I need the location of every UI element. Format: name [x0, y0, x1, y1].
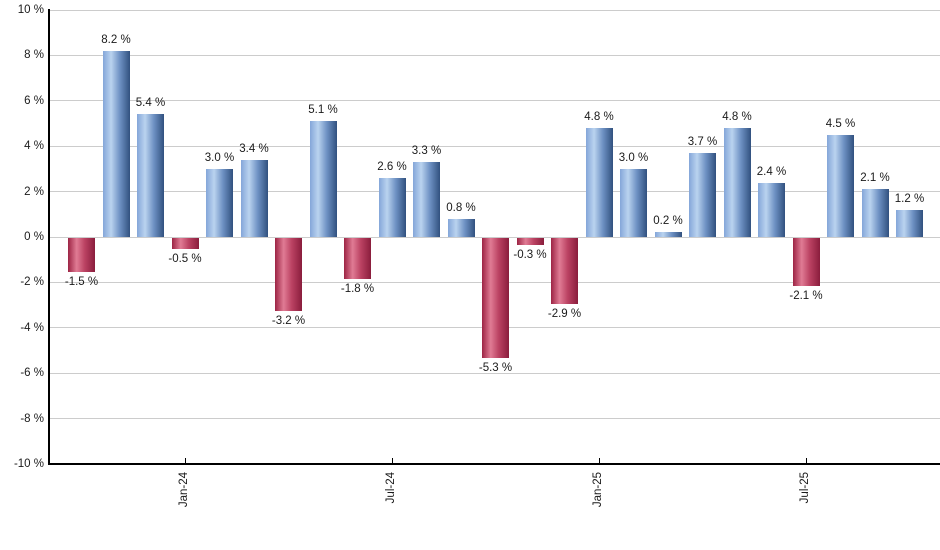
bar — [654, 232, 682, 237]
y-axis-tick-label: -10 % — [13, 458, 44, 470]
bar — [378, 177, 406, 237]
y-axis-tick-label: 4 % — [24, 140, 44, 153]
bar — [413, 162, 440, 237]
bar-value-label: -2.9 % — [547, 307, 582, 320]
y-axis-tick-label: 8 % — [24, 49, 44, 62]
bar-value-label: -5.3 % — [478, 362, 513, 375]
gridline — [48, 9, 940, 11]
bar-value-label: 5.4 % — [135, 97, 166, 110]
bar — [896, 209, 923, 237]
bar — [723, 128, 751, 237]
bar-value-label: -2.1 % — [789, 289, 823, 302]
bar — [689, 153, 716, 237]
x-axis-tick — [805, 458, 807, 463]
bar — [447, 218, 475, 237]
bar — [206, 168, 233, 237]
bar-value-label: 5.1 % — [308, 104, 338, 117]
bar-value-label: 4.8 % — [722, 111, 752, 124]
gridline — [48, 100, 940, 102]
bar — [137, 114, 164, 237]
bar-value-label: 2.1 % — [860, 172, 890, 185]
bar — [171, 238, 199, 250]
bar-value-label: 4.8 % — [584, 111, 614, 124]
x-axis-tick — [391, 458, 393, 463]
bar — [68, 238, 95, 273]
bar-value-label: 1.2 % — [894, 192, 925, 205]
bar-value-label: 3.0 % — [618, 151, 649, 164]
gridline — [48, 236, 940, 238]
x-axis-tick-label: Jul-24 — [385, 472, 397, 504]
y-axis-tick-label: -6 % — [20, 367, 44, 380]
bar — [827, 134, 854, 237]
bar — [861, 189, 889, 237]
bar-value-label: 3.4 % — [239, 142, 269, 155]
gridline — [48, 372, 940, 374]
bar — [102, 50, 130, 237]
bar-value-label: 0.8 % — [446, 201, 476, 214]
bar-value-label: -0.3 % — [513, 248, 547, 261]
bar-value-label: -3.2 % — [271, 314, 306, 327]
bar — [516, 238, 544, 245]
y-axis-tick-label: 10 % — [17, 4, 44, 16]
x-axis-tick — [598, 458, 600, 463]
bar-value-label: 0.2 % — [653, 215, 683, 228]
bar — [620, 168, 647, 237]
bar — [585, 128, 613, 237]
y-axis-tick-label: -2 % — [20, 276, 44, 289]
x-axis-tick-label: Jan-24 — [178, 472, 190, 508]
bar — [792, 238, 820, 286]
gridline — [48, 54, 940, 56]
y-axis-tick-label: 0 % — [24, 231, 44, 243]
y-axis-tick-label: 6 % — [24, 94, 44, 107]
y-axis-tick-label: -8 % — [20, 412, 44, 425]
bar — [482, 238, 509, 359]
gridline — [48, 418, 940, 420]
x-axis-tick-label: Jul-25 — [799, 472, 811, 504]
bar-value-label: 3.0 % — [204, 151, 235, 164]
bar — [344, 238, 371, 279]
bar-value-label: 8.2 % — [101, 33, 131, 46]
bar-value-label: 2.6 % — [377, 160, 407, 173]
bar — [758, 182, 785, 237]
bar — [275, 238, 302, 311]
gridline — [48, 191, 940, 193]
bar-value-label: 3.7 % — [687, 136, 718, 148]
gridline — [48, 145, 940, 147]
y-axis-line — [48, 9, 50, 465]
bar — [240, 159, 268, 237]
x-axis-line — [48, 463, 940, 465]
y-axis-tick-label: 2 % — [24, 185, 44, 198]
bar-value-label: 3.3 % — [411, 145, 442, 158]
bar-value-label: -1.5 % — [64, 276, 99, 289]
bar-value-label: -0.5 % — [168, 253, 202, 266]
bar-value-label: 4.5 % — [825, 117, 856, 130]
bar — [551, 238, 578, 304]
y-axis-tick-label: -4 % — [20, 321, 44, 334]
x-axis-tick-label: Jan-25 — [592, 472, 604, 508]
x-axis-tick — [184, 458, 186, 463]
bar-value-label: 2.4 % — [756, 165, 787, 178]
bar-value-label: -1.8 % — [340, 282, 375, 295]
bar — [309, 121, 337, 237]
